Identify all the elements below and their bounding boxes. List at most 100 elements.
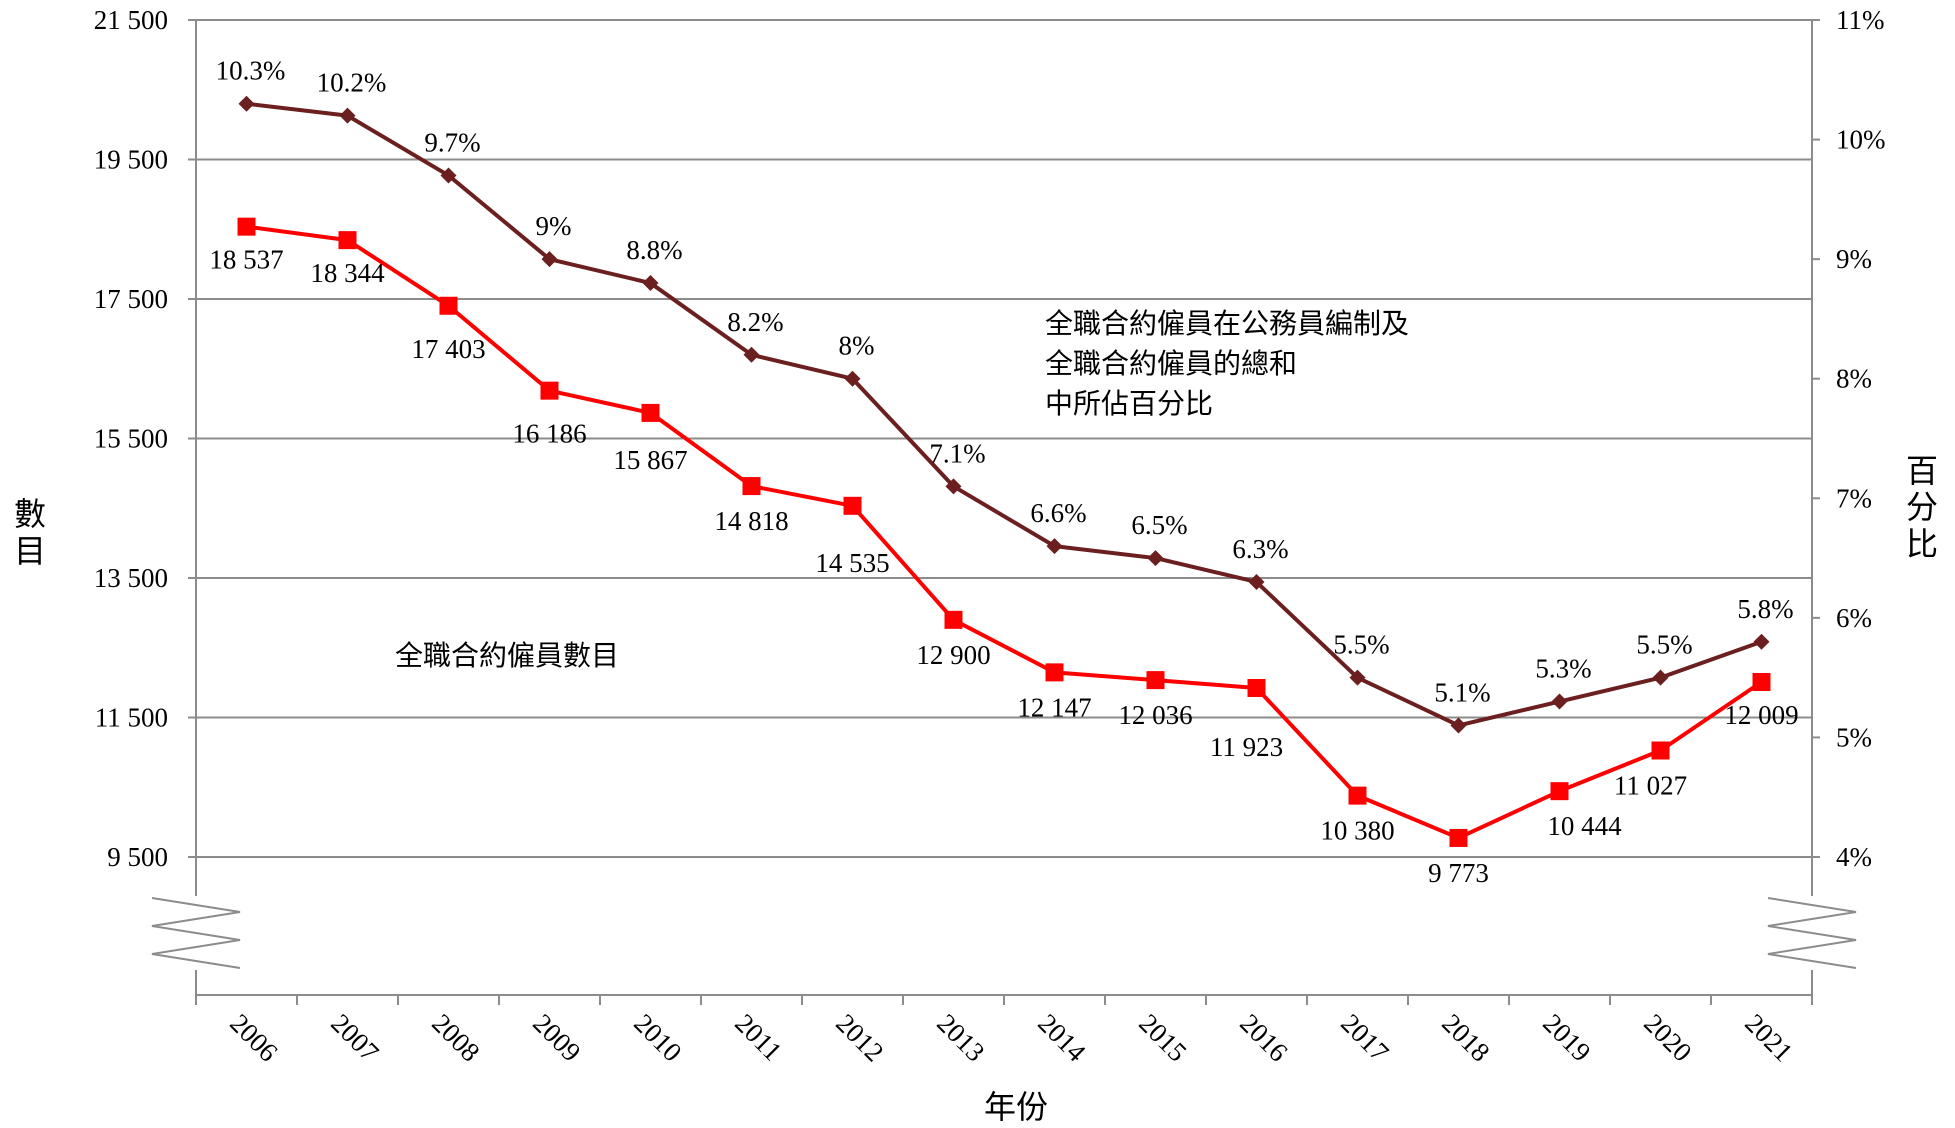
x-tick-label: 2017 [1335, 1008, 1394, 1067]
x-tick-label: 2006 [224, 1008, 283, 1067]
x-tick-label: 2020 [1638, 1008, 1697, 1067]
data-point-count [1651, 741, 1670, 760]
data-point-percent [642, 275, 659, 292]
axes [150, 19, 1858, 1005]
x-tick-label: 2012 [830, 1008, 889, 1067]
data-label-percent: 5.1% [1434, 677, 1490, 707]
data-label-percent: 5.3% [1535, 654, 1591, 684]
y-left-tick-label: 13 500 [94, 563, 168, 593]
data-point-percent [1147, 550, 1164, 567]
series-line-1 [246, 101, 1763, 728]
data-label-count: 12 147 [1017, 692, 1091, 722]
data-labels: 18 537 18 344 17 403 16 186 15 867 14 818 14 5… [209, 56, 1798, 888]
data-label-count: 12 009 [1724, 700, 1798, 730]
data-label-count: 10 444 [1547, 811, 1622, 841]
data-point-count [1348, 786, 1367, 805]
data-label-percent: 8.2% [727, 307, 783, 337]
data-label-count: 11 027 [1614, 770, 1687, 800]
y-axis-left-title-char-2: 目 [14, 532, 46, 570]
axis-break-left [151, 897, 241, 969]
data-label-count: 17 403 [411, 334, 485, 364]
series-annotation-percent-line-3: 中所佔百分比 [1045, 387, 1213, 420]
data-point-count [1146, 671, 1165, 690]
x-tick-label: 2015 [1133, 1008, 1192, 1067]
tick-labels: 9 500 11 500 13 500 15 500 17 500 19 500 21 50… [94, 5, 1886, 1068]
data-point-percent [339, 107, 356, 124]
series-annotation-counts: 全職合約僱員數目 [395, 639, 619, 672]
data-label-count: 9 773 [1428, 858, 1489, 888]
y-right-tick-label: 7% [1836, 483, 1872, 513]
data-point-count [641, 403, 660, 422]
data-point-percent [1046, 538, 1063, 555]
x-tick-label: 2018 [1436, 1008, 1495, 1067]
y-left-tick-label: 17 500 [94, 284, 168, 314]
data-label-count: 14 818 [714, 506, 788, 536]
data-label-count: 12 900 [916, 640, 990, 670]
data-label-count: 10 380 [1320, 816, 1394, 846]
data-label-count: 16 186 [512, 419, 586, 449]
data-point-percent [1450, 717, 1467, 734]
data-point-percent [440, 167, 457, 184]
x-tick-label: 2010 [628, 1008, 687, 1067]
x-tick-label: 2009 [527, 1008, 586, 1067]
data-point-count [540, 381, 559, 400]
data-point-percent [945, 478, 962, 495]
data-label-count: 12 036 [1118, 700, 1192, 730]
y-left-tick-label: 11 500 [95, 703, 168, 733]
data-label-count: 18 344 [310, 258, 385, 288]
series-group [237, 95, 1771, 847]
y-axis-right-title-char-3: 比 [1906, 525, 1938, 563]
data-label-count: 11 923 [1210, 732, 1283, 762]
y-axis-left-title-char-1: 數 [14, 495, 46, 533]
x-tick-label: 2007 [325, 1008, 384, 1067]
data-label-percent: 6.3% [1232, 534, 1288, 564]
x-tick-label: 2019 [1537, 1008, 1596, 1067]
data-label-percent: 5.8% [1737, 594, 1793, 624]
y-left-tick-label: 19 500 [94, 145, 168, 175]
data-point-count [1550, 782, 1569, 801]
y-right-tick-label: 11% [1836, 5, 1885, 35]
data-point-count [338, 231, 357, 250]
y-right-tick-label: 6% [1836, 603, 1872, 633]
data-point-count [1449, 828, 1468, 847]
data-label-percent: 5.5% [1636, 630, 1692, 660]
data-label-percent: 8.8% [626, 235, 682, 265]
data-point-percent [844, 370, 861, 387]
y-left-tick-label: 9 500 [107, 842, 168, 872]
x-tick-label: 2013 [931, 1008, 990, 1067]
x-tick-label: 2016 [1234, 1008, 1293, 1067]
data-label-percent: 5.5% [1333, 630, 1389, 660]
data-point-percent [1551, 693, 1568, 710]
gridlines [196, 19, 1812, 858]
data-label-percent: 7.1% [929, 438, 985, 468]
y-axis-right-title-char-1: 百 [1906, 452, 1938, 490]
x-axis-title: 年份 [984, 1088, 1048, 1126]
y-right-tick-label: 5% [1836, 722, 1872, 752]
data-point-count [1752, 672, 1771, 691]
y-right-tick-label: 10% [1836, 125, 1886, 155]
data-point-percent [743, 346, 760, 363]
y-axis-right-title-char-2: 分 [1906, 488, 1938, 526]
series-annotation-percent-line-2: 全職合約僱員的總和 [1045, 347, 1297, 380]
data-point-count [439, 296, 458, 315]
x-tick-label: 2014 [1032, 1008, 1092, 1068]
y-right-tick-label: 9% [1836, 244, 1872, 274]
data-point-count [237, 217, 256, 236]
data-label-percent: 10.3% [216, 56, 286, 86]
data-label-percent: 10.2% [317, 68, 387, 98]
series-annotation-percent-line-1: 全職合約僱員在公務員編制及 [1045, 307, 1409, 340]
data-point-percent [1753, 633, 1770, 650]
y-right-tick-label: 4% [1836, 842, 1872, 872]
data-label-count: 15 867 [613, 445, 687, 475]
x-tick-label: 2011 [729, 1008, 788, 1067]
data-label-count: 14 535 [815, 548, 889, 578]
y-left-tick-label: 15 500 [94, 424, 168, 454]
axis-break-right [1767, 897, 1857, 969]
data-point-percent [238, 95, 255, 112]
y-right-tick-label: 8% [1836, 364, 1872, 394]
data-point-percent [1248, 573, 1265, 590]
data-label-count: 18 537 [209, 245, 283, 275]
data-point-count [944, 610, 963, 629]
x-tick-label: 2008 [426, 1008, 485, 1067]
